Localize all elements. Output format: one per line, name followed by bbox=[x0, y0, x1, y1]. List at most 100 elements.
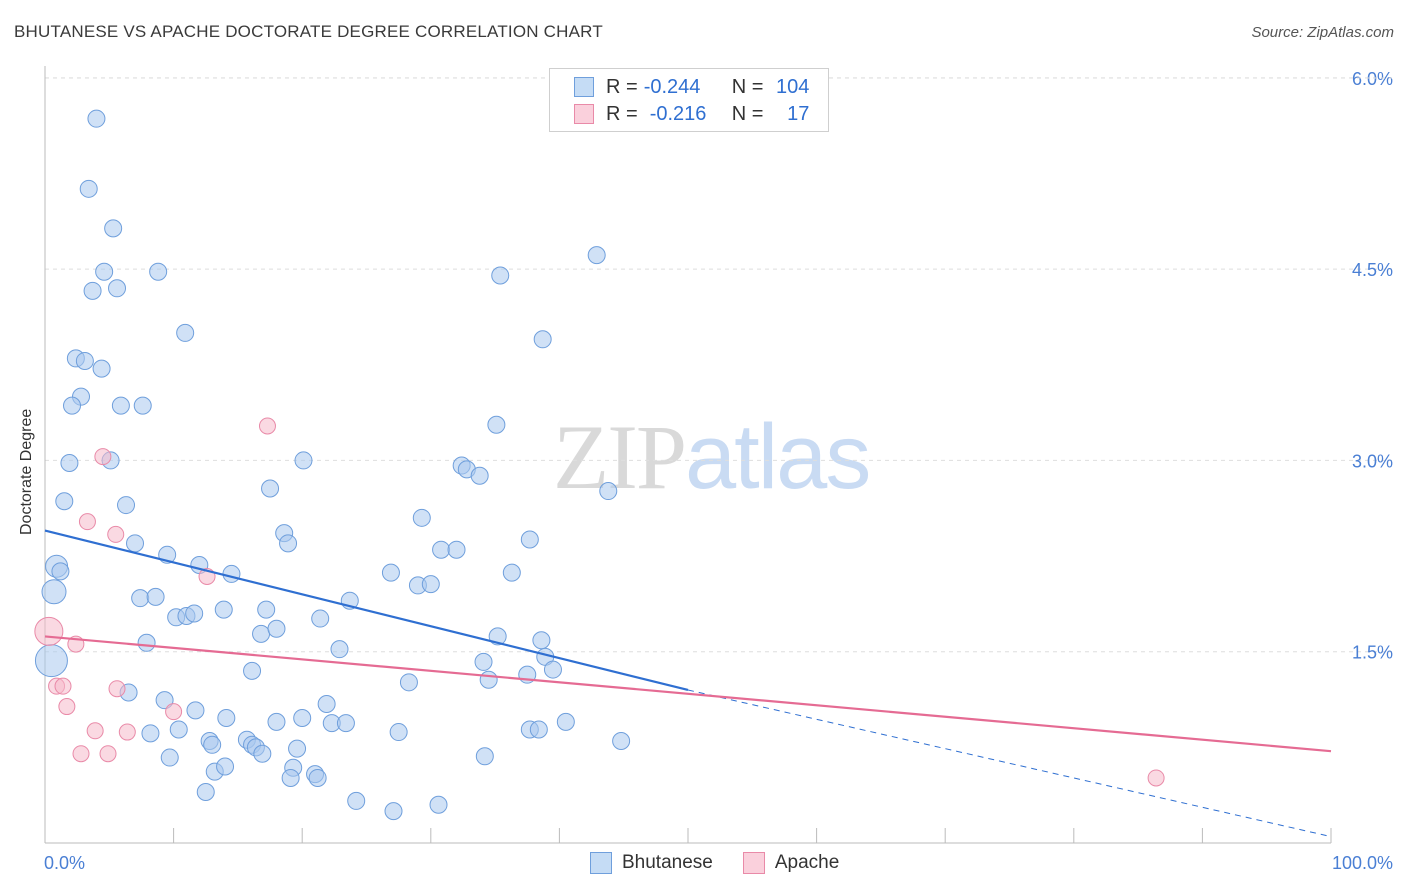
bhutanese-point bbox=[95, 262, 114, 281]
bhutanese-point bbox=[146, 587, 165, 606]
bhutanese-point bbox=[133, 396, 152, 415]
bhutanese-point bbox=[261, 479, 280, 498]
bhutanese-point bbox=[186, 701, 205, 720]
bhutanese-point bbox=[160, 748, 179, 767]
x-tick-label-max: 100.0% bbox=[1332, 853, 1393, 873]
bhutanese-point bbox=[216, 757, 235, 776]
apache-trendline bbox=[44, 635, 1332, 753]
bhutanese-point bbox=[63, 396, 82, 415]
bhutanese-point bbox=[75, 351, 94, 370]
chart-title: BHUTANESE VS APACHE DOCTORATE DEGREE COR… bbox=[14, 22, 603, 41]
y-tick-label: 3.0% bbox=[1352, 451, 1393, 471]
bhutanese-point bbox=[217, 709, 236, 728]
bhutanese-point bbox=[203, 735, 222, 754]
bhutanese-point bbox=[429, 795, 448, 814]
bhutanese-point bbox=[196, 782, 215, 801]
series-swatch-apache bbox=[742, 852, 765, 874]
bhutanese-point bbox=[556, 712, 575, 731]
apache-point bbox=[1147, 769, 1165, 787]
bhutanese-point bbox=[412, 508, 431, 527]
series-legend-apache[interactable]: Apache bbox=[742, 852, 840, 874]
bhutanese-point bbox=[543, 660, 562, 679]
bhutanese-point bbox=[447, 540, 466, 559]
bhutanese-point bbox=[131, 589, 150, 608]
bhutanese-point bbox=[308, 768, 327, 787]
legend-r-label: R = bbox=[606, 75, 638, 98]
apache-point bbox=[107, 525, 125, 543]
bhutanese-point bbox=[330, 640, 349, 659]
legend-row-bhutanese: R = -0.244 N = 104 bbox=[574, 75, 809, 99]
legend-r-label: R = bbox=[606, 102, 638, 125]
bhutanese-point bbox=[532, 631, 551, 650]
bhutanese-point bbox=[79, 179, 98, 198]
bhutanese-point bbox=[381, 563, 400, 582]
bhutanese-point bbox=[83, 281, 102, 300]
apache-point bbox=[99, 745, 117, 763]
bhutanese-point bbox=[41, 579, 67, 605]
bhutanese-point bbox=[108, 279, 127, 298]
bhutanese-point bbox=[169, 720, 188, 739]
series-legend-bhutanese[interactable]: Bhutanese bbox=[590, 852, 713, 874]
bhutanese-point bbox=[141, 724, 160, 743]
apache-point bbox=[72, 745, 90, 763]
apache-point bbox=[54, 677, 72, 695]
watermark: ZIPatlas bbox=[553, 404, 871, 510]
bhutanese-point bbox=[487, 415, 506, 434]
apache-point bbox=[86, 722, 104, 740]
bhutanese-trendline-extension bbox=[687, 689, 1332, 838]
series-legend: Bhutanese Apache bbox=[590, 852, 869, 874]
bhutanese-point bbox=[479, 670, 498, 689]
x-tick-label-min: 0.0% bbox=[44, 853, 85, 873]
watermark-atlas: atlas bbox=[685, 406, 871, 508]
series-label-apache: Apache bbox=[774, 852, 840, 873]
bhutanese-point bbox=[399, 673, 418, 692]
bhutanese-point bbox=[317, 695, 336, 714]
series-label-bhutanese: Bhutanese bbox=[622, 852, 713, 873]
bhutanese-point bbox=[389, 723, 408, 742]
legend-r-value: -0.216 bbox=[649, 102, 707, 125]
apache-point bbox=[108, 680, 126, 698]
bhutanese-point bbox=[432, 540, 451, 559]
bhutanese-point bbox=[502, 563, 521, 582]
apache-point bbox=[165, 703, 183, 721]
bhutanese-point bbox=[491, 266, 510, 285]
bhutanese-point bbox=[533, 330, 552, 349]
bhutanese-point bbox=[222, 564, 241, 583]
legend-swatch-apache bbox=[574, 104, 594, 124]
bhutanese-point bbox=[267, 619, 286, 638]
bhutanese-point bbox=[520, 530, 539, 549]
apache-point bbox=[78, 513, 96, 531]
bhutanese-point bbox=[137, 633, 156, 652]
legend-r-value: -0.244 bbox=[643, 75, 701, 98]
bhutanese-point bbox=[587, 246, 606, 265]
chart-source: Source: ZipAtlas.com bbox=[1251, 24, 1394, 41]
apache-point bbox=[94, 448, 112, 466]
bhutanese-point bbox=[87, 109, 106, 128]
bhutanese-point bbox=[421, 575, 440, 594]
bhutanese-point bbox=[111, 396, 130, 415]
bhutanese-point bbox=[599, 482, 618, 501]
bhutanese-trendline bbox=[44, 529, 689, 692]
bhutanese-point bbox=[149, 262, 168, 281]
bhutanese-point bbox=[126, 534, 145, 553]
bhutanese-point bbox=[529, 720, 548, 739]
bhutanese-point bbox=[279, 534, 298, 553]
bhutanese-point bbox=[176, 323, 195, 342]
legend-swatch-bhutanese bbox=[574, 77, 594, 97]
y-tick-label: 4.5% bbox=[1352, 260, 1393, 280]
bhutanese-point bbox=[281, 768, 300, 787]
bhutanese-point bbox=[117, 496, 136, 515]
bhutanese-point bbox=[51, 562, 70, 581]
bhutanese-point bbox=[267, 712, 286, 731]
series-swatch-bhutanese bbox=[590, 852, 612, 874]
legend-n-value: 104 bbox=[776, 75, 810, 98]
bhutanese-point bbox=[336, 714, 355, 733]
bhutanese-point bbox=[612, 731, 631, 750]
bhutanese-point bbox=[475, 747, 494, 766]
bhutanese-point bbox=[104, 219, 123, 238]
bhutanese-point bbox=[384, 802, 403, 821]
apache-point bbox=[258, 417, 276, 435]
apache-point bbox=[58, 698, 76, 716]
bhutanese-point bbox=[474, 652, 493, 671]
